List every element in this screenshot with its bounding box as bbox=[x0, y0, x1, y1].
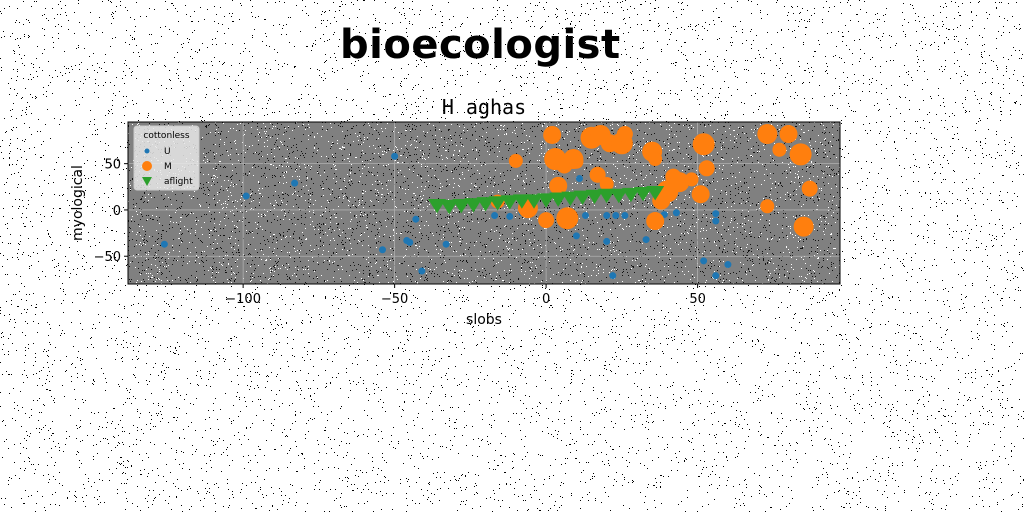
data-point-u bbox=[412, 215, 420, 223]
data-point-m bbox=[599, 177, 614, 192]
data-point-aflight bbox=[646, 186, 665, 201]
data-point-m bbox=[648, 152, 663, 167]
data-point-aflight bbox=[464, 198, 483, 213]
data-point-u bbox=[581, 211, 589, 219]
data-point-aflight bbox=[561, 191, 580, 206]
x-tick-label: 0 bbox=[542, 292, 550, 307]
data-point-u bbox=[724, 261, 732, 269]
data-point-aflight bbox=[537, 193, 556, 208]
data-point-u bbox=[712, 217, 720, 225]
data-point-u bbox=[379, 246, 387, 254]
data-point-m bbox=[543, 125, 562, 144]
plot-frame bbox=[127, 121, 841, 285]
legend-marker-m bbox=[142, 161, 152, 171]
data-point-u bbox=[621, 211, 629, 219]
data-point-u bbox=[442, 240, 450, 248]
data-point-aflight bbox=[440, 199, 459, 215]
data-markers bbox=[160, 124, 818, 280]
data-point-aflight bbox=[597, 188, 616, 204]
data-point-u bbox=[242, 192, 250, 200]
data-point-aflight bbox=[512, 194, 531, 209]
data-point-aflight bbox=[500, 195, 519, 210]
series-u-markers bbox=[160, 152, 732, 280]
data-point-m bbox=[569, 154, 584, 169]
data-point-aflight bbox=[428, 198, 447, 214]
y-axis-ticks: −50 0 50 bbox=[94, 158, 128, 265]
data-point-m bbox=[772, 142, 787, 157]
data-point-u bbox=[612, 211, 620, 219]
y-tick-label: −50 bbox=[94, 250, 121, 265]
legend-marker-u bbox=[144, 148, 150, 154]
grid-lines bbox=[128, 122, 840, 284]
x-axis-ticks: −100 −50 0 50 bbox=[225, 284, 706, 307]
data-point-aflight bbox=[476, 197, 495, 212]
legend-title: cottonless bbox=[143, 131, 189, 141]
data-point-u bbox=[391, 152, 399, 160]
data-point-u bbox=[506, 212, 514, 220]
data-point-m bbox=[698, 160, 715, 177]
y-tick-label: 50 bbox=[104, 158, 121, 173]
series-aflight-markers bbox=[428, 186, 665, 215]
data-point-m bbox=[692, 133, 715, 156]
page-heading: bioecologist bbox=[340, 22, 621, 68]
data-point-m bbox=[691, 185, 710, 204]
legend-marker-aflight bbox=[142, 177, 152, 186]
data-point-m bbox=[793, 216, 814, 237]
data-point-aflight bbox=[573, 190, 592, 206]
x-tick-label: −100 bbox=[225, 292, 261, 307]
data-point-aflight bbox=[452, 198, 471, 214]
data-point-u bbox=[672, 209, 680, 217]
data-point-aflight bbox=[549, 192, 568, 207]
data-point-u bbox=[291, 179, 299, 187]
data-point-u bbox=[418, 267, 426, 275]
data-point-m bbox=[757, 124, 778, 145]
chart-title: H aghas bbox=[442, 95, 526, 119]
data-point-u bbox=[712, 272, 720, 280]
x-tick-label: 50 bbox=[689, 292, 706, 307]
data-point-aflight bbox=[621, 187, 640, 203]
data-point-m bbox=[549, 176, 568, 195]
data-point-u bbox=[491, 211, 499, 219]
legend-label-aflight: aflight bbox=[164, 177, 193, 187]
data-point-u bbox=[406, 238, 414, 246]
data-point-aflight bbox=[634, 186, 653, 202]
data-point-aflight bbox=[609, 188, 628, 204]
data-point-m bbox=[760, 199, 775, 214]
data-point-u bbox=[609, 272, 617, 280]
legend-label-u: U bbox=[164, 147, 171, 157]
x-axis-label: slobs bbox=[466, 312, 502, 328]
data-point-u bbox=[642, 236, 650, 244]
data-point-m bbox=[801, 180, 818, 197]
data-point-m bbox=[508, 153, 523, 168]
data-point-m bbox=[646, 212, 665, 231]
data-point-m bbox=[789, 143, 812, 166]
data-point-aflight bbox=[585, 189, 604, 205]
data-point-u bbox=[603, 237, 611, 245]
data-point-u bbox=[712, 210, 720, 218]
data-point-u bbox=[603, 211, 611, 219]
legend-box bbox=[133, 125, 200, 191]
data-point-m bbox=[589, 166, 606, 183]
x-tick-label: −50 bbox=[381, 292, 408, 307]
data-point-u bbox=[160, 240, 168, 248]
data-point-u bbox=[572, 232, 580, 240]
data-point-m bbox=[669, 172, 690, 193]
data-point-u bbox=[700, 257, 708, 265]
y-axis-label: myological bbox=[70, 165, 86, 241]
data-point-aflight bbox=[488, 196, 507, 211]
data-point-m bbox=[556, 207, 579, 230]
data-point-m bbox=[616, 126, 633, 143]
data-point-m bbox=[779, 125, 798, 144]
data-point-aflight bbox=[524, 194, 543, 209]
data-point-u bbox=[575, 174, 583, 182]
y-tick-label: 0 bbox=[113, 204, 121, 219]
data-point-m bbox=[684, 172, 699, 187]
series-m-markers bbox=[490, 124, 818, 237]
legend-label-m: M bbox=[164, 162, 172, 172]
data-point-m bbox=[538, 212, 555, 229]
